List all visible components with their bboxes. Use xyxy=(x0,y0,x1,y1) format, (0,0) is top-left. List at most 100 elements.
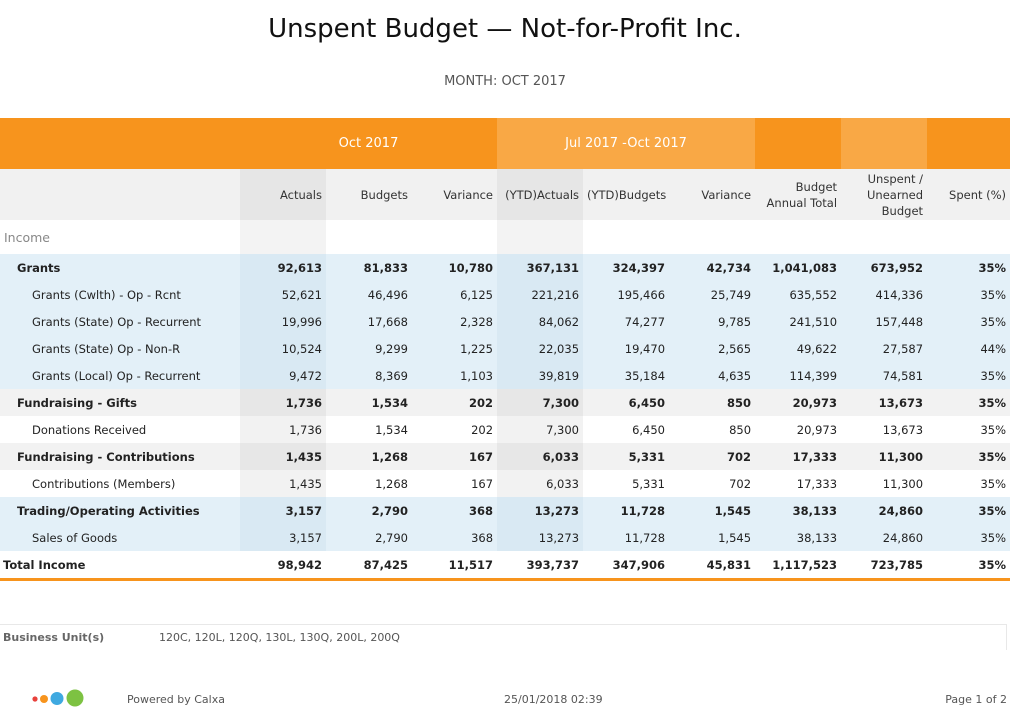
table-row: Grants (Cwlth) - Op - Rcnt 52,621 46,496 6,… xyxy=(0,281,1010,308)
cell-value: 24,860 xyxy=(841,524,928,551)
cell-value: 52,621 xyxy=(240,281,326,308)
cell-value: 20,973 xyxy=(755,416,842,443)
row-label: Grants (State) Op - Recurrent xyxy=(0,308,240,335)
powered-by: Powered by Calxa xyxy=(127,693,225,706)
table-row: Donations Received 1,736 1,534 202 7,300 6,45… xyxy=(0,416,1010,443)
table-row: Grants 92,613 81,833 10,780 367,131 324,397 42… xyxy=(0,254,1010,281)
cell-value: 3,157 xyxy=(240,497,326,524)
cell-value: 1,268 xyxy=(326,443,412,470)
cell-value: 42,734 xyxy=(669,254,756,281)
cell-value: 35% xyxy=(927,443,1010,470)
cell-value: 4,635 xyxy=(669,362,756,389)
table-row: Trading/Operating Activities 3,157 2,790 36… xyxy=(0,497,1010,524)
cell-value: 202 xyxy=(412,389,498,416)
cell-value: 723,785 xyxy=(841,551,928,581)
row-label: Contributions (Members) xyxy=(0,470,240,497)
cell-value: 1,534 xyxy=(326,389,412,416)
band-annual xyxy=(755,118,842,169)
section-row: Income xyxy=(0,220,1010,254)
column-header-row: Actuals Budgets Variance (YTD)Actuals (Y… xyxy=(0,169,1010,220)
header-label-spacer xyxy=(0,169,240,220)
report-month: MONTH: OCT 2017 xyxy=(444,74,566,89)
cell-value: 9,472 xyxy=(240,362,326,389)
cell-value: 7,300 xyxy=(497,416,584,443)
cell-value: 393,737 xyxy=(497,551,584,581)
business-unit-bar: Business Unit(s) 120C, 120L, 120Q, 130L,… xyxy=(0,624,1007,650)
cell-value: 35,184 xyxy=(583,362,670,389)
page-number: Page 1 of 2 xyxy=(945,693,1007,706)
cell-value: 850 xyxy=(669,416,756,443)
band-spent xyxy=(927,118,1010,169)
cell-value: 241,510 xyxy=(755,308,842,335)
cell-value: 8,369 xyxy=(326,362,412,389)
cell-value: 167 xyxy=(412,470,498,497)
row-label: Grants (Cwlth) - Op - Rcnt xyxy=(0,281,240,308)
table-row: Sales of Goods 3,157 2,790 368 13,273 11,728 1… xyxy=(0,524,1010,551)
logo-dot-blue xyxy=(50,692,64,705)
cell-value: 35% xyxy=(927,497,1010,524)
cell-value: 367,131 xyxy=(497,254,584,281)
cell-value: 13,673 xyxy=(841,416,928,443)
cell-value: 38,133 xyxy=(755,497,842,524)
cell-value: 1,268 xyxy=(326,470,412,497)
table-row: Fundraising - Gifts 1,736 1,534 202 7,300 6,4… xyxy=(0,389,1010,416)
cell-value: 35% xyxy=(927,281,1010,308)
cell-value: 84,062 xyxy=(497,308,584,335)
row-label: Total Income xyxy=(0,551,240,581)
col-ytd-variance: Variance xyxy=(669,169,756,220)
table-row: Fundraising - Contributions 1,435 1,268 167… xyxy=(0,443,1010,470)
cell-value: 635,552 xyxy=(755,281,842,308)
cell-value: 1,041,083 xyxy=(755,254,842,281)
cell-value: 157,448 xyxy=(841,308,928,335)
cell-value: 49,622 xyxy=(755,335,842,362)
cell-value: 11,728 xyxy=(583,524,670,551)
col-ytd-budgets: (YTD)Budgets xyxy=(583,169,670,220)
cell-value: 35% xyxy=(927,389,1010,416)
cell-value: 6,450 xyxy=(583,389,670,416)
col-unspent-budget: Unspent / Unearned Budget xyxy=(841,169,928,220)
cell-value: 44% xyxy=(927,335,1010,362)
cell-value: 221,216 xyxy=(497,281,584,308)
table-row: Grants (State) Op - Recurrent 19,996 17,66… xyxy=(0,308,1010,335)
cell-value: 11,517 xyxy=(412,551,498,581)
cell-value: 35% xyxy=(927,254,1010,281)
row-label: Trading/Operating Activities xyxy=(0,497,240,524)
cell-value: 27,587 xyxy=(841,335,928,362)
cell-value: 5,331 xyxy=(583,470,670,497)
table-row: Contributions (Members) 1,435 1,268 167 6,03… xyxy=(0,470,1010,497)
cell-value: 19,470 xyxy=(583,335,670,362)
cell-value: 35% xyxy=(927,470,1010,497)
cell-value: 11,300 xyxy=(841,443,928,470)
cell-value: 1,736 xyxy=(240,389,326,416)
cell-value: 74,581 xyxy=(841,362,928,389)
cell-value: 17,333 xyxy=(755,470,842,497)
business-unit-label: Business Unit(s) xyxy=(3,631,105,644)
cell-value: 20,973 xyxy=(755,389,842,416)
cell-value: 13,673 xyxy=(841,389,928,416)
total-row: Total Income 98,942 87,425 11,517 393,737 347… xyxy=(0,551,1010,581)
footer: Powered by Calxa 25/01/2018 02:39 Page 1… xyxy=(0,688,1010,708)
row-label: Donations Received xyxy=(0,416,240,443)
col-actuals: Actuals xyxy=(240,169,326,220)
cell-value: 35% xyxy=(927,308,1010,335)
cell-value: 1,435 xyxy=(240,443,326,470)
cell-value: 702 xyxy=(669,443,756,470)
cell-value: 2,790 xyxy=(326,524,412,551)
table-row: Grants (Local) Op - Recurrent 9,472 8,369 1… xyxy=(0,362,1010,389)
cell-value: 5,331 xyxy=(583,443,670,470)
col-spent-pct: Spent (%) xyxy=(927,169,1010,220)
row-label: Fundraising - Contributions xyxy=(0,443,240,470)
cell-value: 11,300 xyxy=(841,470,928,497)
cell-value: 25,749 xyxy=(669,281,756,308)
cell-value: 114,399 xyxy=(755,362,842,389)
cell-value: 2,328 xyxy=(412,308,498,335)
cell-value: 38,133 xyxy=(755,524,842,551)
cell-value: 17,333 xyxy=(755,443,842,470)
cell-value: 87,425 xyxy=(326,551,412,581)
section-label: Income xyxy=(0,220,240,254)
cell-value: 24,860 xyxy=(841,497,928,524)
cell-value: 167 xyxy=(412,443,498,470)
cell-value: 35% xyxy=(927,524,1010,551)
period-band-row: Oct 2017 Jul 2017 -Oct 2017 xyxy=(0,118,1010,169)
cell-value: 9,785 xyxy=(669,308,756,335)
